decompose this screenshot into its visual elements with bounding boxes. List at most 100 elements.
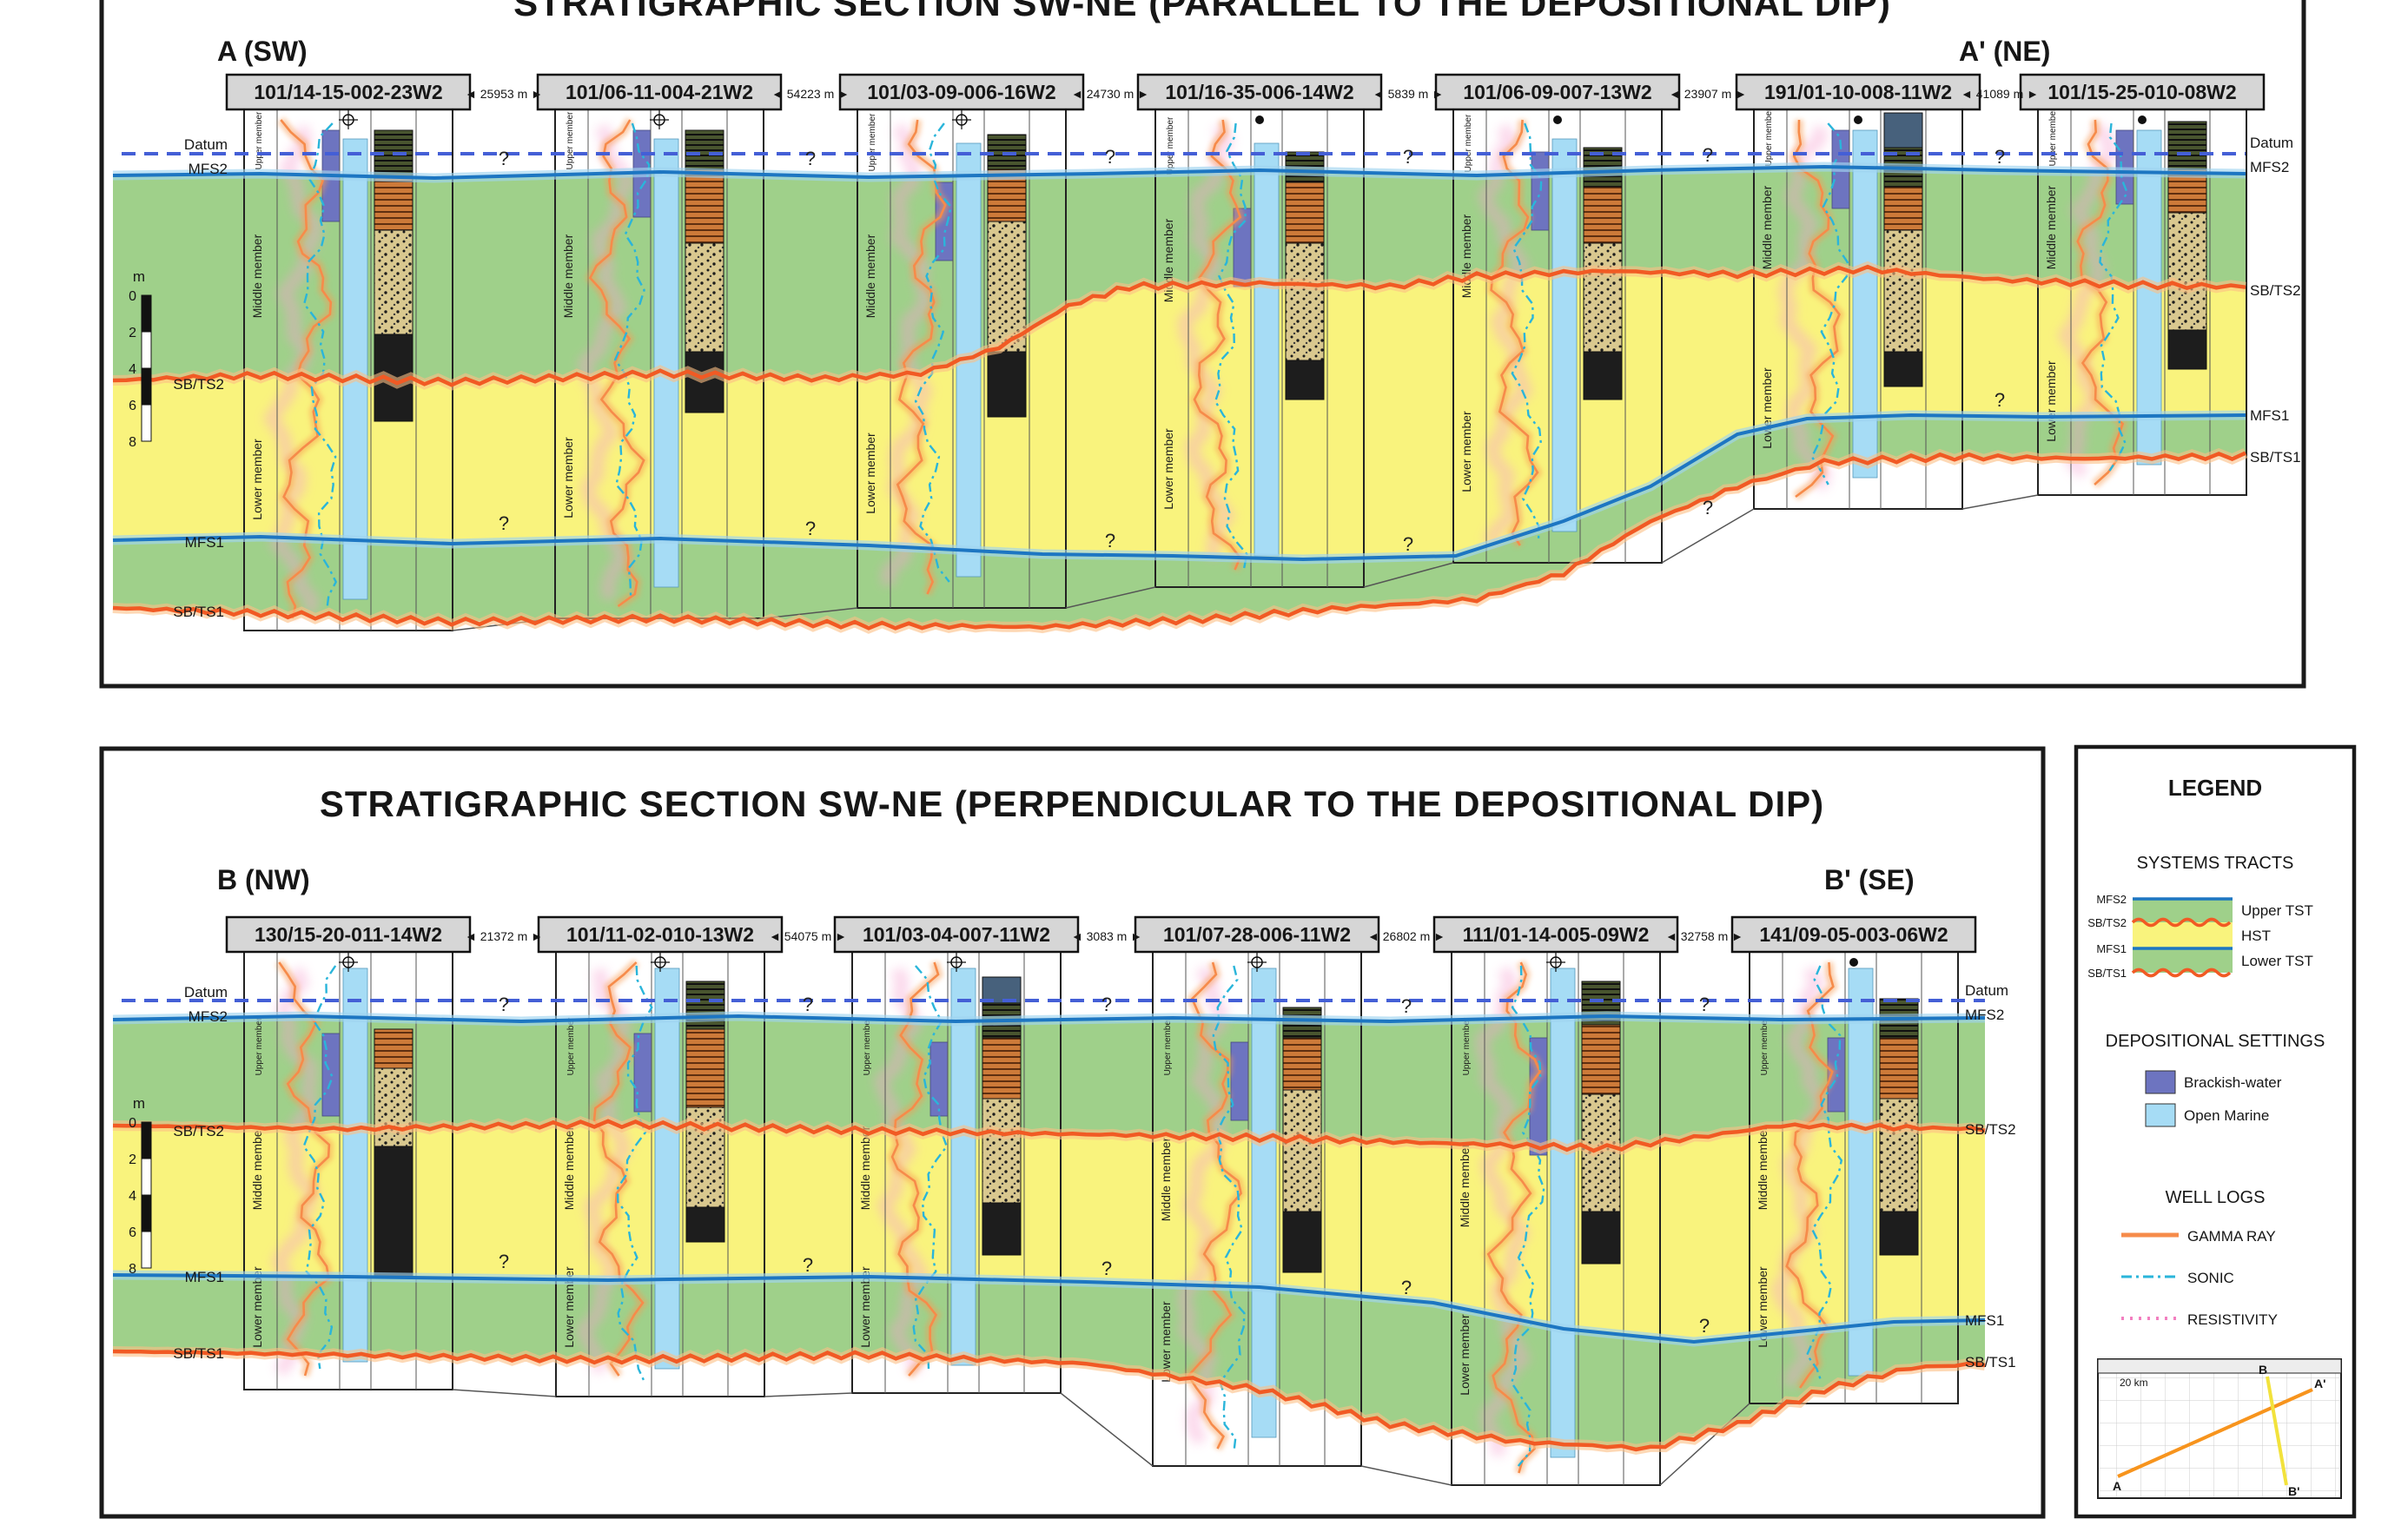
member-label: Lower member	[2044, 360, 2058, 442]
well-header	[225, 73, 472, 111]
surface-marker-label: Datum	[1965, 982, 2008, 999]
surface-marker-label: MFS2	[1965, 1007, 2004, 1023]
surface-marker-label: SB/TS1	[173, 604, 224, 620]
well-spacing-label: ◄ 26802 m ►	[1367, 929, 1445, 943]
resistivity-label: RESISTIVITY	[2187, 1311, 2278, 1328]
well-name: 111/01-14-005-09W2	[1463, 923, 1650, 946]
surface-marker-label: SB/TS2	[173, 1123, 224, 1139]
surface-marker-label: Datum	[184, 984, 228, 1001]
sonic-label: SONIC	[2187, 1270, 2234, 1286]
well-logs-heading: WELL LOGS	[2166, 1188, 2266, 1207]
uncertainty-question-mark: ?	[1703, 497, 1713, 518]
scale-tick-label: 4	[129, 362, 136, 377]
scale-bar-segment	[141, 367, 152, 406]
scale-bar-segment	[141, 1158, 152, 1196]
well-symbol-dot-icon	[1553, 116, 1562, 124]
depositional-key: Brackish-water Open Marine	[2145, 1070, 2282, 1127]
well-header	[1735, 73, 1981, 111]
well-header	[536, 73, 783, 111]
scale-tick-label: 8	[129, 435, 136, 450]
scale-tick-label: 2	[129, 326, 136, 340]
lithology-segment	[982, 1098, 1022, 1204]
gamma-ray-curve	[2076, 119, 2125, 485]
index-map-frame	[2097, 1358, 2342, 1499]
legend-systems-tracts-heading: SYSTEMS TRACTS	[2137, 854, 2294, 873]
lithology-segment	[1883, 229, 1923, 353]
open-marine-bar	[653, 138, 679, 588]
sbts1-key-line	[2131, 968, 2232, 978]
mfs1-key-label: MFS1	[2096, 942, 2127, 955]
member-label: Upper member	[566, 111, 575, 169]
lithology-segment	[1581, 1024, 1621, 1095]
well-symbol-cross-icon	[952, 110, 971, 129]
member-label: Upper member	[2048, 108, 2058, 166]
lithology-segment	[374, 1028, 413, 1069]
member-label: Upper member	[255, 111, 264, 169]
member-label: Upper member	[1163, 1017, 1173, 1075]
well-name: 101/07-28-006-11W2	[1163, 923, 1351, 946]
well-name: 191/01-10-008-11W2	[1764, 81, 1952, 103]
lithology-segment	[1879, 1098, 1919, 1212]
surface-marker-label: Datum	[2250, 135, 2293, 151]
correlation-line	[452, 1389, 557, 1397]
hst-band	[113, 269, 2246, 559]
surface-marker-label: SB/TS1	[2250, 449, 2301, 466]
uncertainty-question-mark: ?	[1401, 995, 1412, 1017]
hst-label: HST	[2241, 928, 2271, 944]
gamma-ray-curve	[896, 119, 947, 595]
correlation-line	[764, 1392, 853, 1397]
member-label: Middle member	[250, 1126, 264, 1210]
well-header	[1136, 73, 1383, 111]
member-label: Lower member	[1161, 428, 1175, 510]
sonic-curve	[302, 122, 338, 611]
mfs2-surface-line	[112, 164, 2246, 181]
lithology-segment	[1581, 1211, 1621, 1265]
member-label: Middle member	[2044, 185, 2058, 269]
map-scale-label: 20 km	[2120, 1377, 2148, 1389]
well-symbol-cross-icon	[947, 953, 966, 972]
surface-marker-label: MFS1	[185, 1269, 224, 1285]
map-b-label: B	[2259, 1363, 2267, 1377]
member-label: Lower member	[1756, 1266, 1770, 1348]
uncertainty-question-mark: ?	[803, 994, 813, 1015]
brackish-label: Brackish-water	[2184, 1074, 2282, 1091]
well-spacing-label: ◄ 3083 m ►	[1071, 929, 1142, 943]
section-endpoint-label: A (SW)	[217, 36, 308, 67]
member-label: Middle member	[1159, 1137, 1173, 1221]
uncertainty-question-mark: ?	[1101, 994, 1112, 1015]
index-map: A A' B B' 20 km	[2097, 1358, 2342, 1499]
brackish-water-bar	[1531, 151, 1550, 231]
uncertainty-question-mark: ?	[499, 994, 509, 1015]
open-marine-bar	[1848, 968, 1874, 1377]
lithology-segment	[1879, 1211, 1919, 1256]
resistivity-curve	[1778, 126, 1833, 491]
lithology-segment	[2167, 329, 2207, 370]
scale-tick-label: 0	[129, 1116, 136, 1131]
brackish-water-bar	[1230, 1041, 1249, 1121]
correlation-line	[1060, 1392, 1154, 1467]
sbts1-key-label: SB/TS1	[2087, 967, 2127, 980]
lower-tst-swatch	[2133, 948, 2233, 973]
well-spacing-label: ◄ 41089 m ►	[1961, 87, 2039, 101]
member-label: Lower member	[863, 433, 877, 514]
uncertainty-question-mark: ?	[1105, 530, 1115, 551]
lithology-segment	[1879, 1037, 1919, 1100]
lithology-segment	[1285, 242, 1325, 361]
well-symbol-cross-icon	[339, 953, 358, 972]
well-spacing-label: ◄ 32758 m ►	[1665, 929, 1743, 943]
member-label: Middle member	[1756, 1126, 1770, 1210]
lithology-segment	[685, 129, 724, 170]
gamma-ray-curve	[588, 119, 645, 608]
open-marine-swatch	[2145, 1103, 2176, 1127]
surface-marker-label: MFS2	[189, 1008, 228, 1025]
well-header	[537, 915, 784, 954]
sonic-curve	[616, 965, 653, 1384]
lithology-segment	[685, 351, 724, 413]
uncertainty-question-mark: ?	[1995, 389, 2005, 411]
gamma-ray-curve	[1486, 961, 1542, 1474]
member-label: Upper member	[1764, 108, 1774, 166]
section-line-b	[2266, 1376, 2288, 1486]
gamma-ray-curve	[890, 961, 940, 1377]
uncertainty-question-mark: ?	[805, 148, 816, 169]
uncertainty-question-mark: ?	[499, 148, 509, 169]
